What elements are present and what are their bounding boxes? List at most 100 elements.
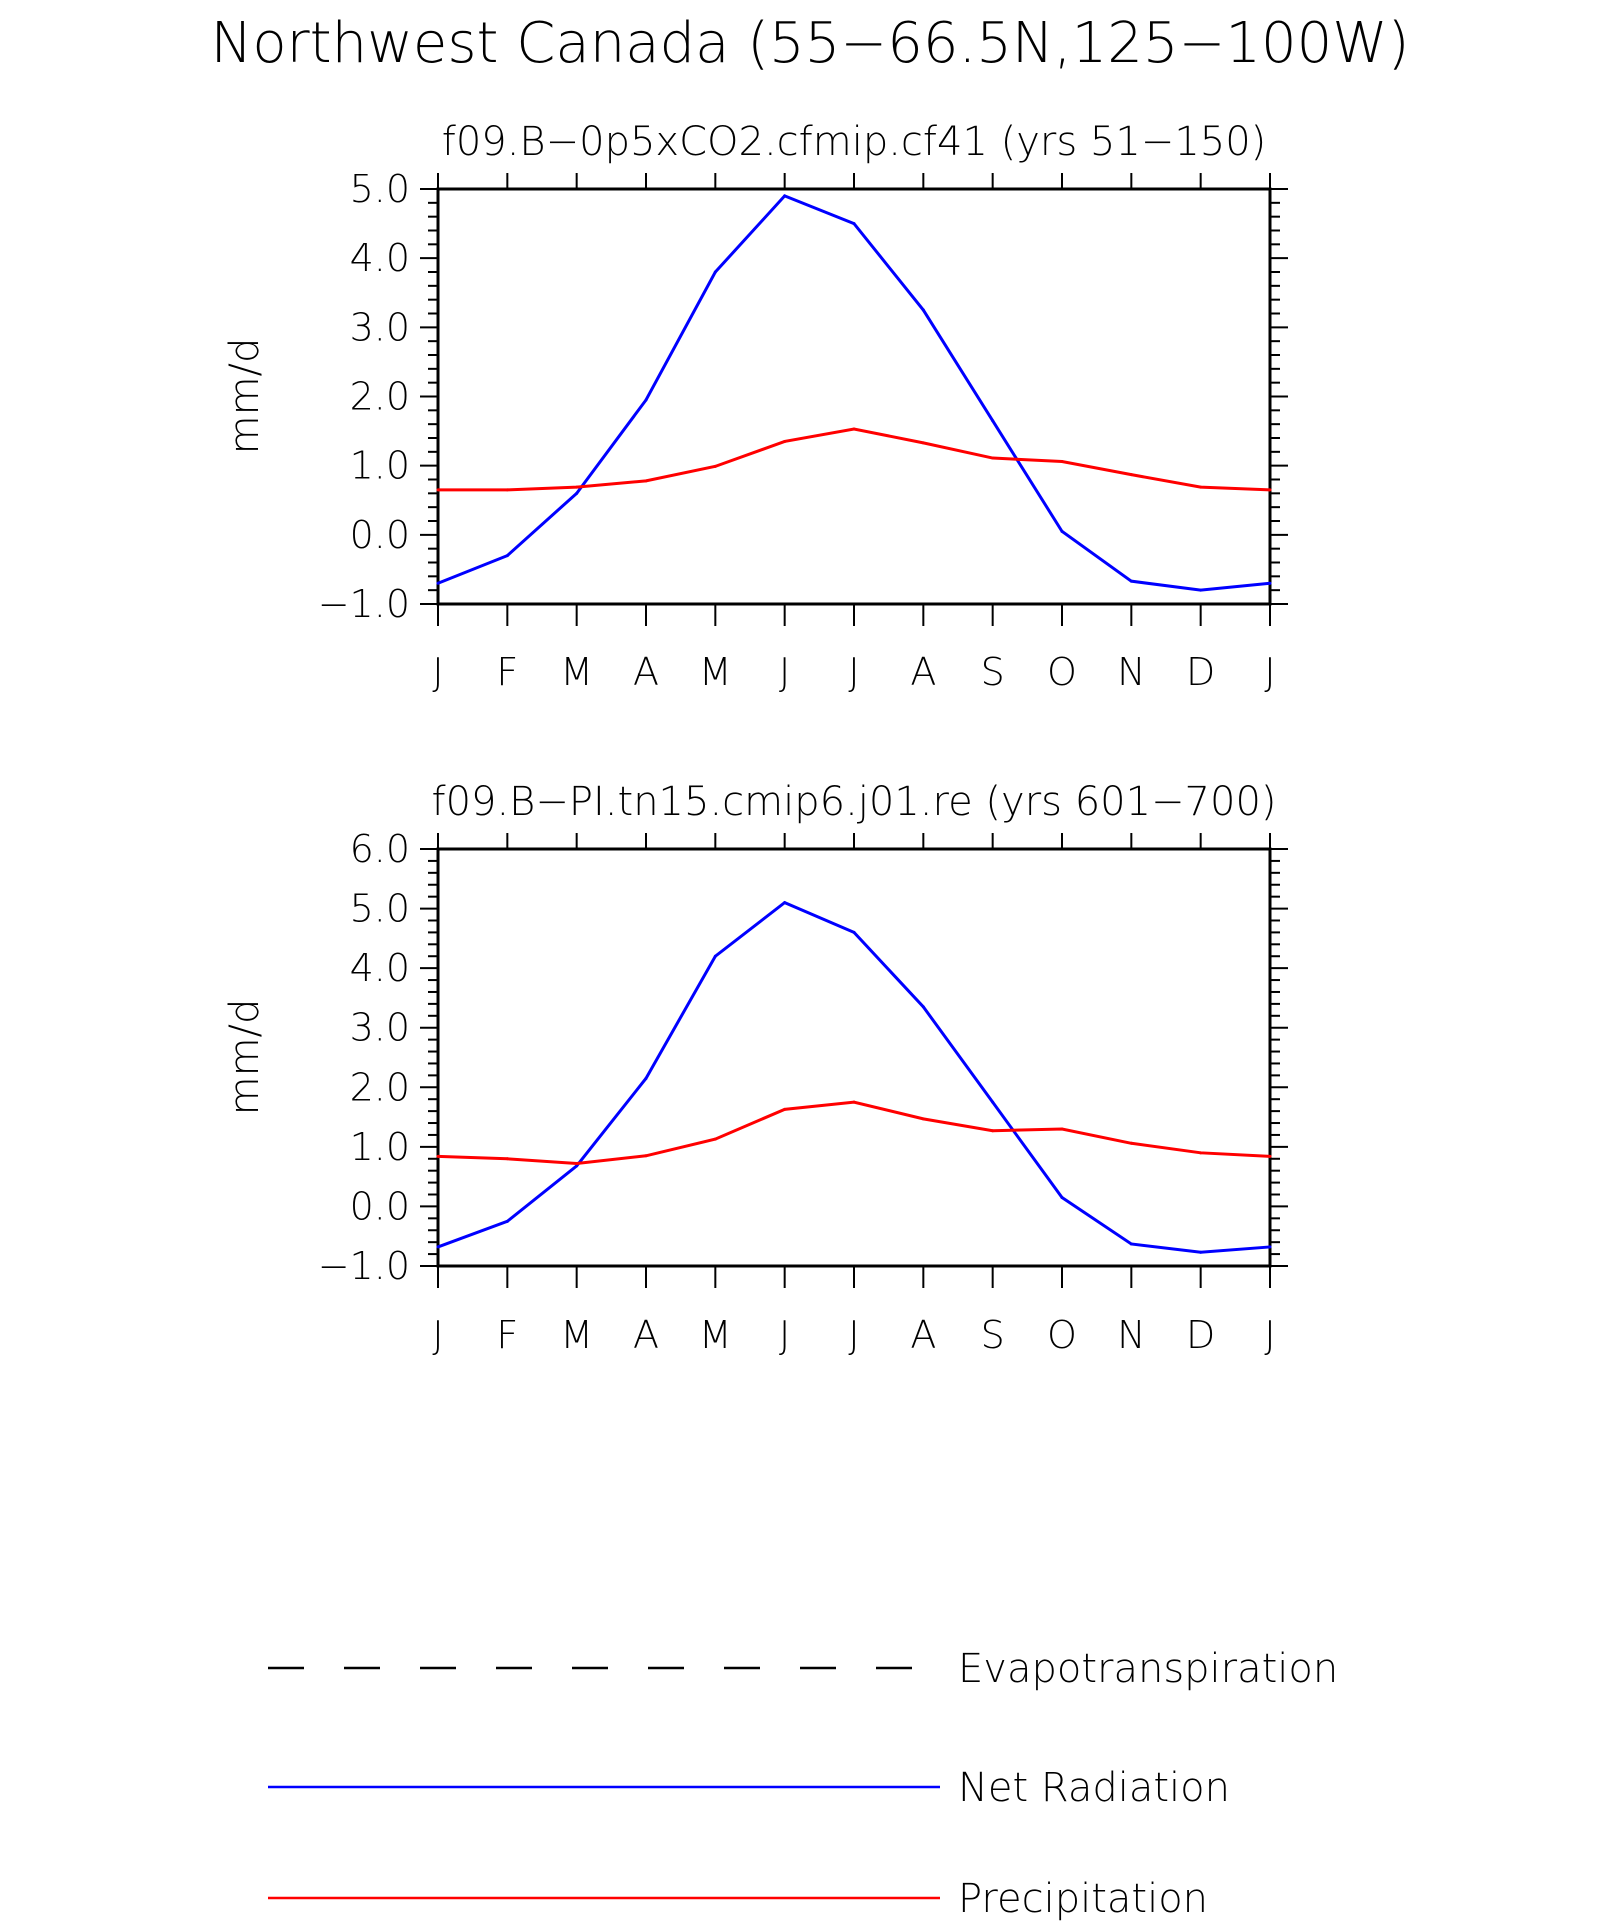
data-point-net-radiation <box>1129 1242 1133 1246</box>
y-tick-label: 4.0 <box>350 236 410 280</box>
panel-subtitle: f09.B−0p5xCO2.cfmip.cf41 (yrs 51−150) <box>442 119 1267 165</box>
x-tick-label: O <box>1047 1313 1077 1357</box>
x-tick-label: D <box>1186 650 1215 694</box>
legend-item-evapotranspiration: Evapotranspiration <box>268 1646 1338 1692</box>
data-point-net-radiation <box>921 308 925 312</box>
y-axis-label: mm/d <box>222 999 268 1116</box>
data-point-precipitation <box>1060 1127 1064 1131</box>
legend-label: Precipitation <box>958 1876 1208 1922</box>
data-point-net-radiation <box>991 1100 995 1104</box>
y-tick-label: 2.0 <box>350 375 410 419</box>
data-point-precipitation <box>852 427 856 431</box>
x-tick-label: O <box>1047 650 1077 694</box>
y-tick-label: 3.0 <box>350 305 410 349</box>
series-line-precipitation <box>437 1100 1271 1166</box>
data-point-net-radiation <box>1268 581 1272 585</box>
figure-title: Northwest Canada (55−66.5N,125−100W) <box>210 11 1409 76</box>
data-point-net-radiation <box>1060 529 1064 533</box>
data-point-net-radiation <box>783 194 787 198</box>
legend-label: Net Radiation <box>958 1765 1230 1811</box>
legend: Evapotranspiration Net Radiation Precipita… <box>268 1646 1338 1922</box>
data-point-precipitation <box>1129 473 1133 477</box>
x-tick-label: J <box>779 1313 790 1357</box>
y-tick-label: 5.0 <box>350 887 410 931</box>
y-tick-label: −1.0 <box>318 582 410 626</box>
y-tick-label: 0.0 <box>350 513 410 557</box>
x-tick-label: M <box>560 1313 593 1357</box>
x-tick-label: A <box>910 1313 936 1357</box>
y-tick-label: 2.0 <box>350 1065 410 1109</box>
data-point-net-radiation <box>505 1219 509 1223</box>
data-point-net-radiation <box>505 554 509 558</box>
data-point-precipitation <box>1268 1154 1272 1158</box>
x-tick-label: D <box>1186 1313 1215 1357</box>
data-point-net-radiation <box>644 1076 648 1080</box>
x-tick-label: F <box>496 1313 518 1357</box>
data-point-net-radiation <box>1199 1250 1203 1254</box>
data-point-precipitation <box>505 488 509 492</box>
data-point-net-radiation <box>436 1245 440 1249</box>
x-tick-label: M <box>699 650 732 694</box>
data-point-precipitation <box>505 1157 509 1161</box>
data-point-net-radiation <box>436 581 440 585</box>
data-point-precipitation <box>1199 1151 1203 1155</box>
y-tick-label: 3.0 <box>350 1006 410 1050</box>
x-tick-label: J <box>432 650 443 694</box>
panels: f09.B−0p5xCO2.cfmip.cf41 (yrs 51−150) mm/… <box>222 119 1288 1357</box>
x-tick-label: A <box>633 650 659 694</box>
y-tick-label: 0.0 <box>350 1184 410 1228</box>
legend-item-precipitation: Precipitation <box>268 1876 1208 1922</box>
x-tick-label: J <box>432 1313 443 1357</box>
data-point-net-radiation <box>713 954 717 958</box>
data-point-net-radiation <box>1268 1245 1272 1249</box>
plot-frame <box>436 847 1272 1268</box>
data-point-precipitation <box>644 1154 648 1158</box>
y-tick-label: 4.0 <box>350 946 410 990</box>
x-tick-label: N <box>1117 1313 1145 1357</box>
x-tick-label: J <box>1264 1313 1275 1357</box>
series-line-net-radiation <box>437 194 1271 592</box>
data-point-precipitation <box>436 488 440 492</box>
data-point-precipitation <box>436 1154 440 1158</box>
data-point-precipitation <box>852 1100 856 1104</box>
data-point-precipitation <box>991 1129 995 1133</box>
plot-frame <box>436 187 1272 606</box>
data-point-precipitation <box>783 439 787 443</box>
data-point-net-radiation <box>1199 588 1203 592</box>
series-line-net-radiation <box>437 900 1271 1254</box>
data-point-precipitation <box>783 1107 787 1111</box>
data-point-precipitation <box>713 464 717 468</box>
x-tick-label: J <box>848 650 859 694</box>
x-tick-label: J <box>1264 650 1275 694</box>
data-point-precipitation <box>1060 460 1064 464</box>
data-point-net-radiation <box>852 222 856 226</box>
x-tick-label: F <box>496 650 518 694</box>
data-point-precipitation <box>713 1137 717 1141</box>
data-point-precipitation <box>644 479 648 483</box>
y-axis-label: mm/d <box>222 338 268 455</box>
x-tick-label: J <box>779 650 790 694</box>
data-point-precipitation <box>1129 1141 1133 1145</box>
data-point-net-radiation <box>783 901 787 905</box>
data-point-net-radiation <box>1129 579 1133 583</box>
data-point-net-radiation <box>644 398 648 402</box>
data-point-net-radiation <box>575 1164 579 1168</box>
y-tick-label: 1.0 <box>350 444 410 488</box>
data-point-net-radiation <box>991 419 995 423</box>
panel-2: f09.B−PI.tn15.cmip6.j01.re (yrs 601−700)… <box>222 779 1288 1357</box>
y-tick-label: 6.0 <box>350 827 410 871</box>
data-point-precipitation <box>921 1117 925 1121</box>
data-point-precipitation <box>575 485 579 489</box>
y-tick-label: 5.0 <box>350 167 410 211</box>
panel-subtitle: f09.B−PI.tn15.cmip6.j01.re (yrs 601−700) <box>431 779 1276 825</box>
data-point-net-radiation <box>713 270 717 274</box>
x-tick-label: A <box>910 650 936 694</box>
x-tick-label: A <box>633 1313 659 1357</box>
data-point-precipitation <box>991 456 995 460</box>
panel-1: f09.B−0p5xCO2.cfmip.cf41 (yrs 51−150) mm/… <box>222 119 1288 694</box>
data-point-net-radiation <box>921 1005 925 1009</box>
x-tick-label: N <box>1117 650 1145 694</box>
data-point-precipitation <box>1268 488 1272 492</box>
data-point-net-radiation <box>852 930 856 934</box>
